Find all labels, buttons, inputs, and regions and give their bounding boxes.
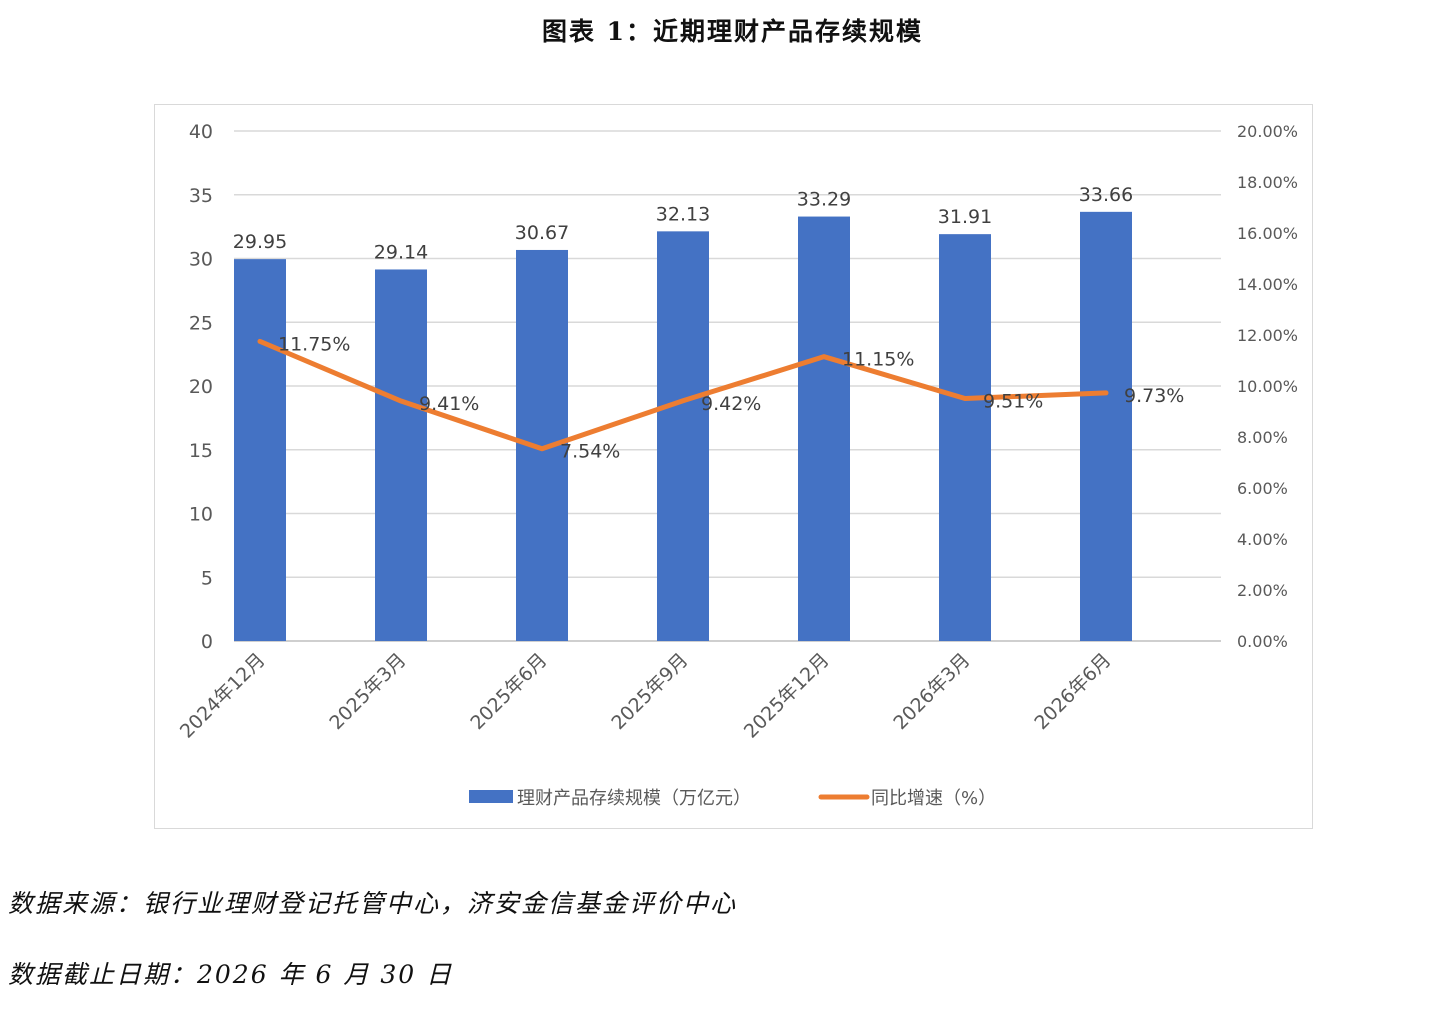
right-axis-tick-label: 2.00% [1237, 581, 1288, 600]
growth-rate-line [257, 338, 1109, 452]
line-series [257, 338, 1109, 452]
x-axis-tick-label: 2025年9月 [607, 649, 692, 734]
x-axis-tick-label: 2024年12月 [176, 649, 270, 743]
right-axis-tick-label: 4.00% [1237, 530, 1288, 549]
bar [375, 269, 427, 641]
bar-value-label: 31.91 [938, 206, 992, 228]
right-axis-tick-label: 12.00% [1237, 326, 1298, 345]
right-axis-tick-label: 10.00% [1237, 377, 1298, 396]
line-value-label: 9.42% [701, 393, 761, 415]
right-axis-tick-label: 14.00% [1237, 275, 1298, 294]
left-axis-tick-label: 15 [189, 440, 213, 462]
x-axis-tick-label: 2026年6月 [1030, 649, 1115, 734]
line-value-label: 7.54% [560, 441, 620, 463]
cutoff-date-note: 数据截止日期：2026 年 6 月 30 日 [8, 960, 454, 989]
bar [234, 259, 286, 641]
bar [657, 231, 709, 641]
bar-value-label: 30.67 [515, 222, 569, 244]
line-value-label: 9.51% [983, 390, 1043, 412]
left-axis-tick-label: 40 [189, 121, 213, 143]
line-value-label: 9.73% [1124, 385, 1184, 407]
chart-frame: 0 5 10 15 20 25 30 35 40 0.00% 2.00% 4.00% 6.00% 8.00… [154, 104, 1313, 829]
left-axis-tick-label: 30 [189, 249, 213, 271]
left-axis-tick-label: 0 [201, 631, 213, 653]
legend-line-label: 同比增速（%） [871, 788, 996, 809]
bar [939, 234, 991, 641]
bar-value-label: 29.95 [233, 231, 287, 253]
bar-value-label: 33.29 [797, 189, 851, 211]
left-axis-tick-label: 10 [189, 504, 213, 526]
right-axis-tick-label: 8.00% [1237, 428, 1288, 447]
right-axis-tick-label: 6.00% [1237, 479, 1288, 498]
source-note: 数据来源：银行业理财登记托管中心，济安金信基金评价中心 [8, 889, 738, 918]
line-value-label: 11.15% [842, 349, 914, 371]
x-axis-tick-label: 2026年3月 [889, 649, 974, 734]
line-value-label: 11.75% [278, 333, 350, 355]
legend: 理财产品存续规模（万亿元） 同比增速（%） [469, 788, 996, 809]
line-value-label: 9.41% [419, 393, 479, 415]
x-axis-tick-label: 2025年12月 [740, 649, 834, 743]
right-axis-tick-label: 18.00% [1237, 173, 1298, 192]
bar [1080, 211, 1132, 641]
right-axis-tick-label: 16.00% [1237, 224, 1298, 243]
combo-chart: 0 5 10 15 20 25 30 35 40 0.00% 2.00% 4.00% 6.00% 8.00… [176, 121, 1298, 809]
bar-value-label: 33.66 [1079, 184, 1133, 206]
data-labels: 29.95 29.14 30.67 32.13 33.29 31.91 33.66 11.75… [233, 184, 1185, 463]
right-axis-tick-label: 0.00% [1237, 632, 1288, 651]
left-axis-tick-label: 20 [189, 376, 213, 398]
right-axis-tick-label: 20.00% [1237, 122, 1298, 141]
bar [798, 216, 850, 641]
left-axis-tick-label: 35 [189, 185, 213, 207]
bar-value-label: 29.14 [374, 241, 428, 263]
legend-bar-swatch [469, 790, 513, 803]
x-axis-tick-label: 2025年6月 [466, 649, 551, 734]
left-axis-tick-label: 5 [201, 567, 213, 589]
bar-value-label: 32.13 [656, 203, 710, 225]
x-axis-tick-label: 2025年3月 [325, 649, 410, 734]
left-axis-tick-label: 25 [189, 312, 213, 334]
figure-title: 图表 1：近期理财产品存续规模 [541, 17, 924, 46]
bar-series [234, 211, 1132, 641]
legend-bar-label: 理财产品存续规模（万亿元） [517, 788, 751, 809]
